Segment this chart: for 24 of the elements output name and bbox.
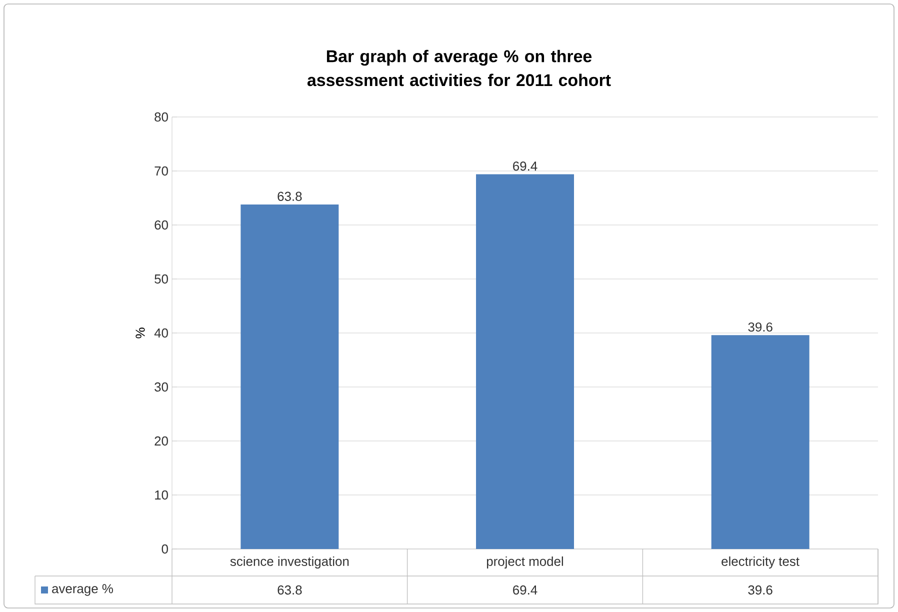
y-tick-label: 70 bbox=[154, 166, 168, 176]
y-tick-label: 0 bbox=[162, 544, 168, 554]
x-tick-label: project model bbox=[486, 556, 563, 569]
chart-title: Bar graph of average % on three assessment activities for 2011 cohort bbox=[307, 50, 611, 86]
text: 69.4 bbox=[513, 585, 538, 595]
y-tick-label: 50 bbox=[154, 274, 168, 284]
y-tick-label: 10 bbox=[155, 490, 168, 500]
x-tick-label: science investigation bbox=[230, 556, 349, 569]
y-tick-label: 80 bbox=[154, 112, 168, 122]
legend-label: average % bbox=[52, 584, 113, 596]
bar bbox=[240, 204, 339, 549]
bar bbox=[476, 174, 574, 549]
x-tick-label: electricity test bbox=[722, 556, 800, 569]
y-tick-label: 30 bbox=[154, 382, 168, 392]
y-axis-title: % bbox=[136, 328, 145, 338]
y-tick-label: 60 bbox=[154, 220, 168, 230]
data-label: 69.4 bbox=[513, 162, 538, 171]
data-label: 39.6 bbox=[748, 322, 772, 332]
bar bbox=[711, 335, 810, 549]
y-tick-label: 20 bbox=[154, 436, 168, 446]
text: 63.8 bbox=[278, 585, 302, 595]
data-label: 63.8 bbox=[278, 192, 302, 201]
y-tick-label: 40 bbox=[154, 328, 168, 338]
text: 39.6 bbox=[748, 585, 772, 595]
